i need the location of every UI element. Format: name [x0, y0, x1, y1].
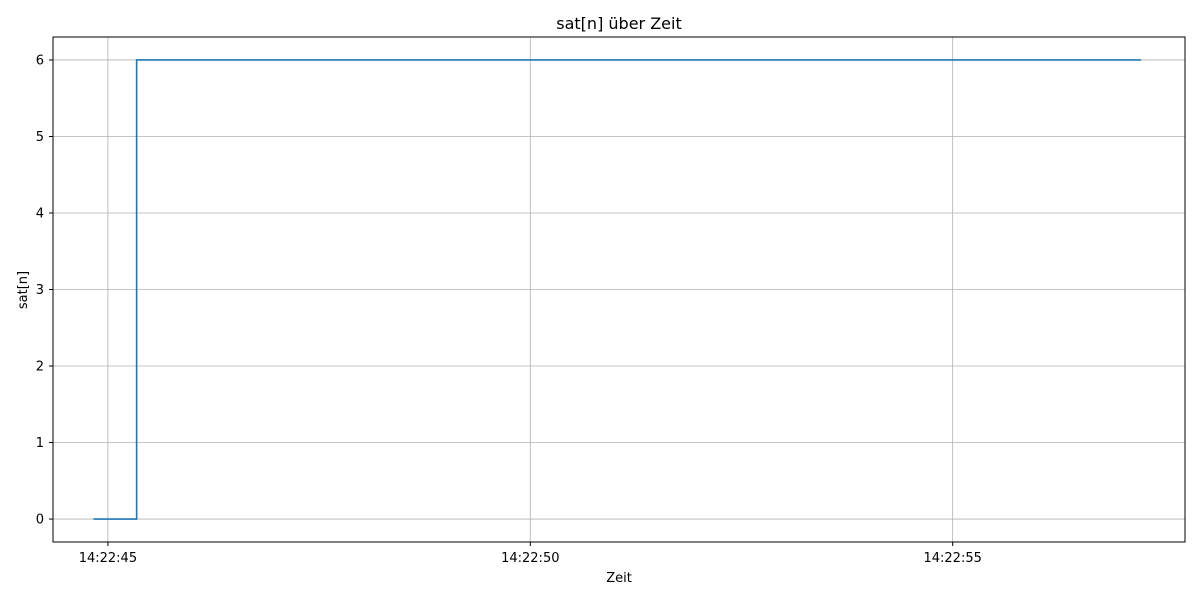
x-tick-label: 14:22:45 — [79, 551, 137, 566]
y-tick-label: 0 — [36, 513, 44, 528]
x-tick-label: 14:22:50 — [501, 551, 559, 566]
y-tick-label: 2 — [36, 360, 44, 375]
x-axis-ticks: 14:22:45 14:22:50 14:22:55 — [79, 542, 982, 566]
series-line — [93, 59, 1142, 520]
y-tick-label: 1 — [36, 436, 44, 451]
y-tick-label: 4 — [36, 206, 44, 221]
y-tick-label: 3 — [36, 283, 44, 298]
y-tick-label: 6 — [36, 53, 44, 68]
y-axis-ticks: 0 1 2 3 4 5 6 — [36, 53, 53, 528]
y-axis-label: sat[n] — [16, 271, 31, 309]
series-layer — [93, 59, 1142, 520]
y-tick-label: 5 — [36, 130, 44, 145]
x-tick-label: 14:22:55 — [923, 551, 981, 566]
x-axis-label: Zeit — [606, 571, 632, 586]
chart-title: sat[n] über Zeit — [556, 14, 681, 33]
